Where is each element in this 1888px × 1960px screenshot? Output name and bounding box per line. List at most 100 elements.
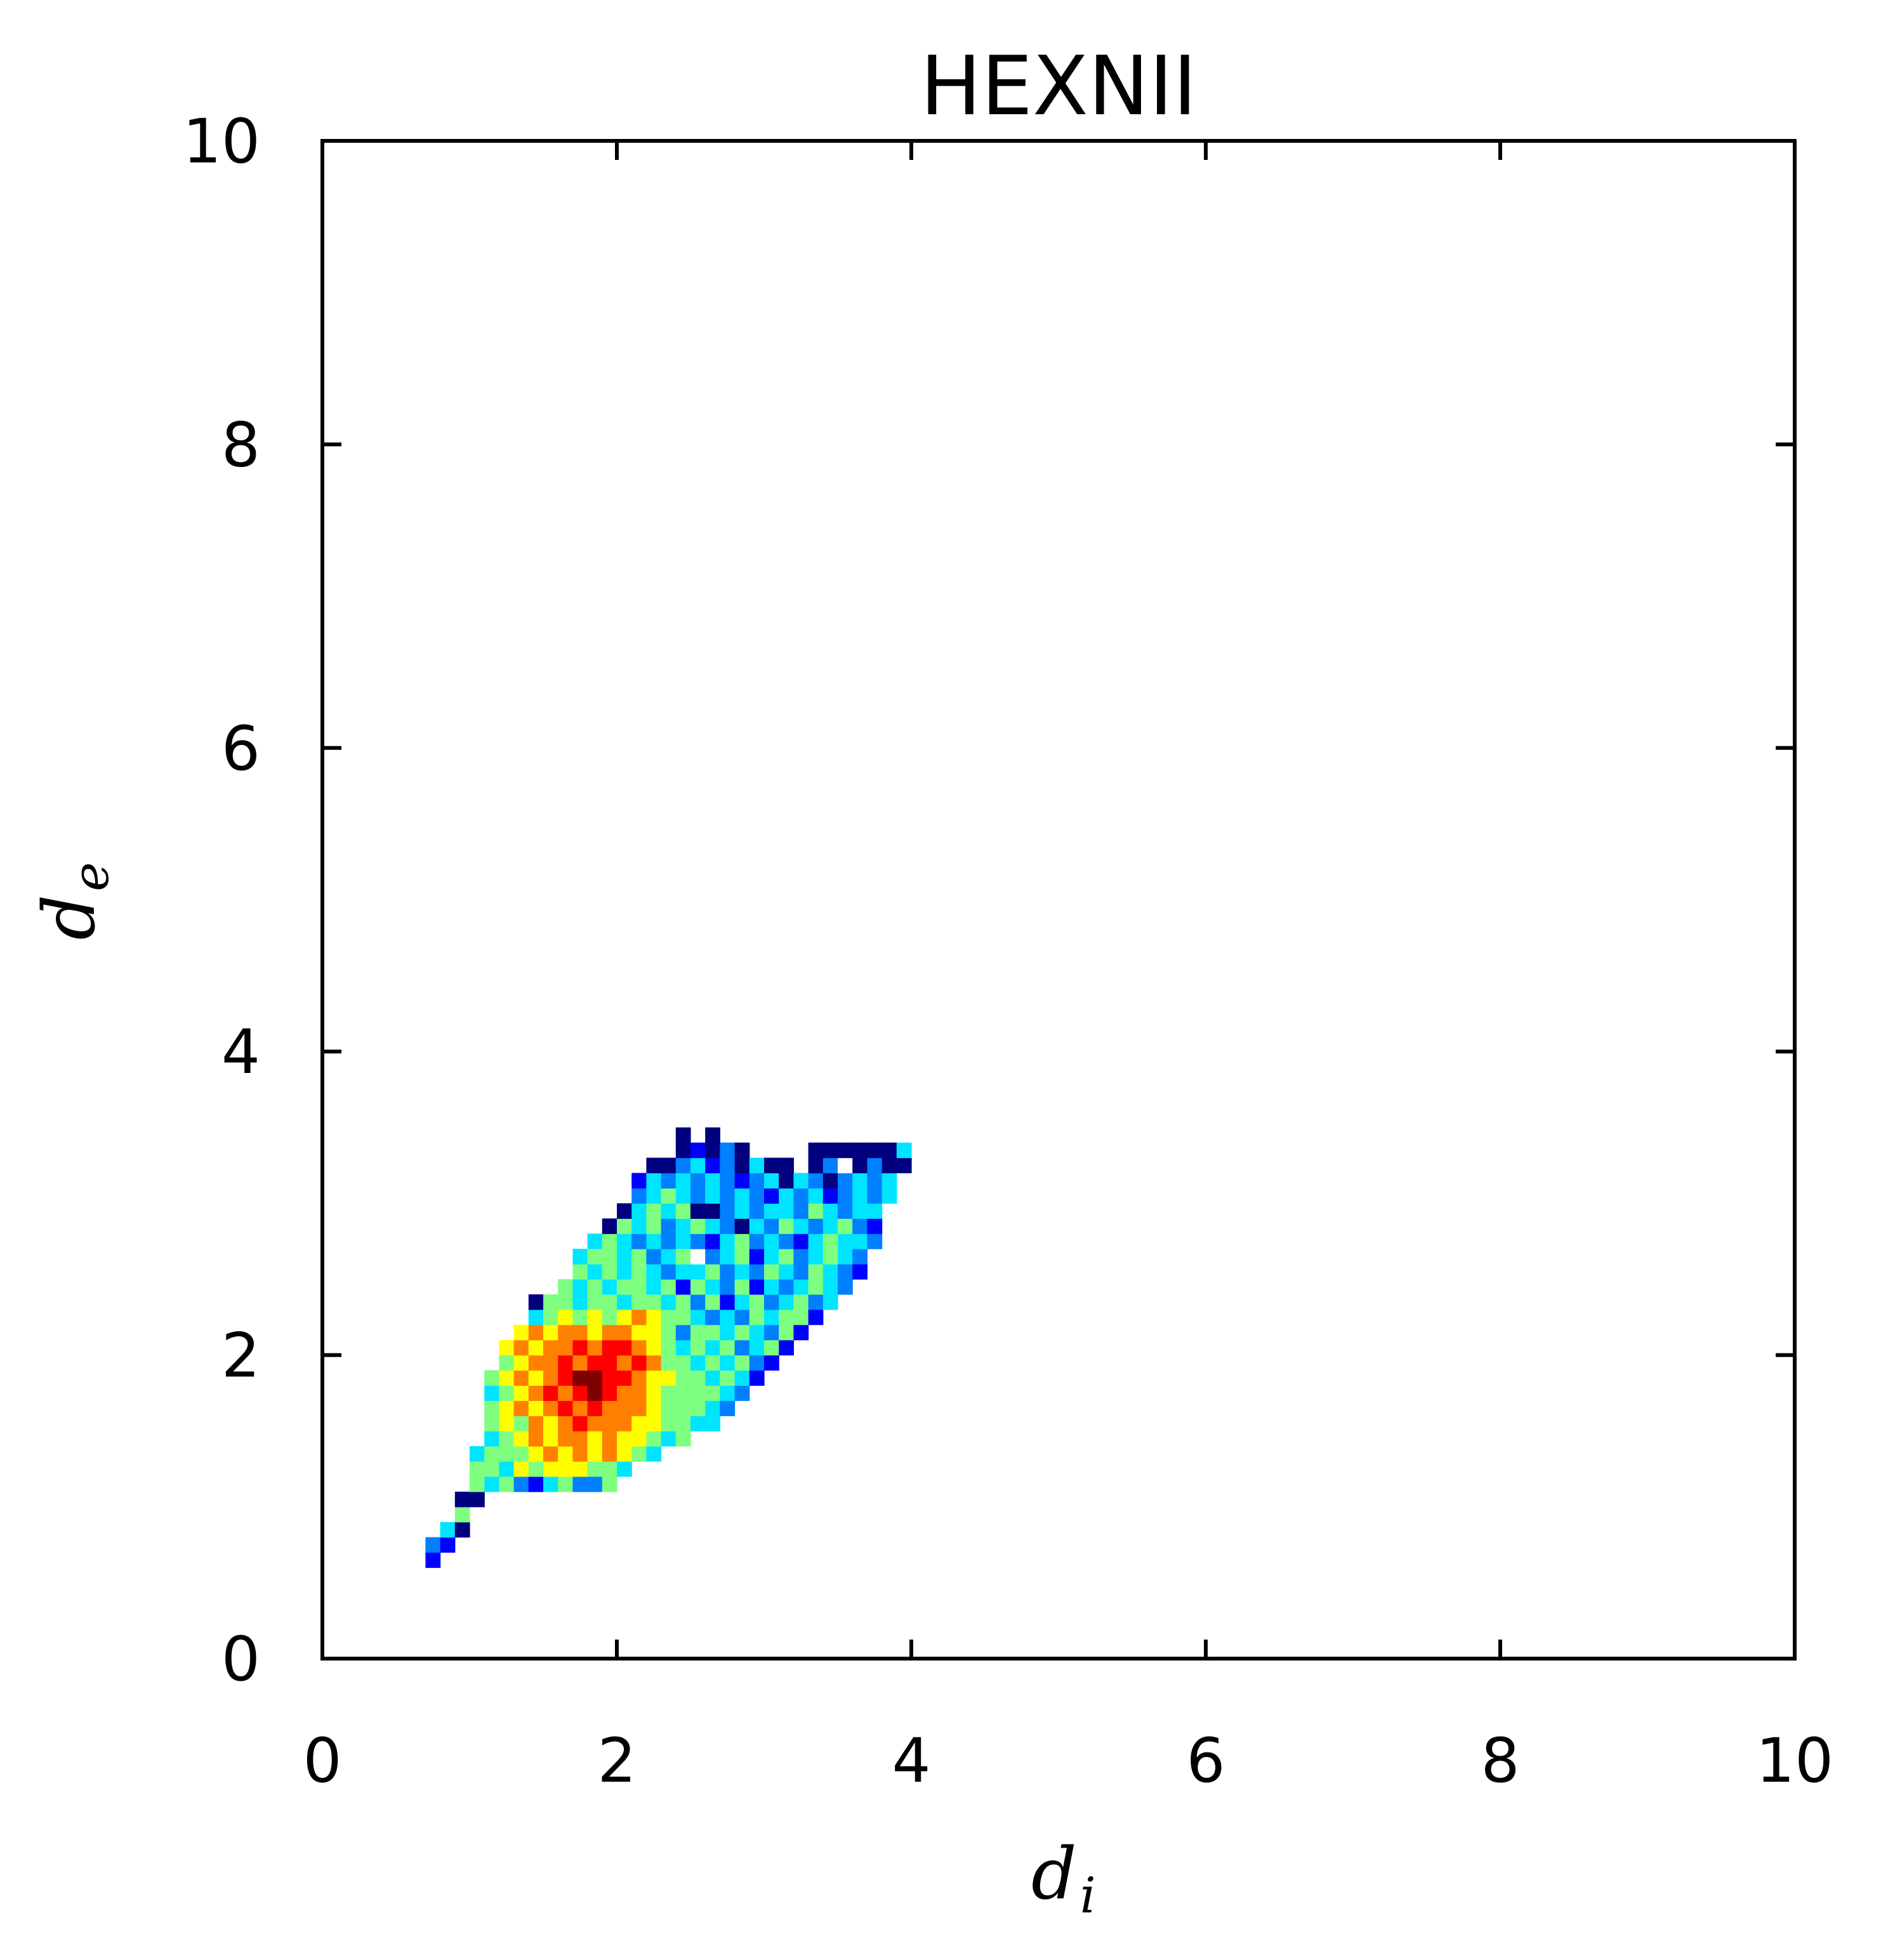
heatmap-bin (661, 1294, 677, 1310)
heatmap-bin (513, 1477, 529, 1492)
heatmap-bin (572, 1339, 588, 1356)
y-tick-label: 4 (221, 1016, 260, 1088)
heatmap-bin (572, 1264, 588, 1280)
heatmap-bin (484, 1400, 499, 1416)
heatmap-bin (734, 1249, 750, 1265)
heatmap-bin (587, 1400, 603, 1416)
heatmap-bin (602, 1324, 617, 1341)
heatmap-bin (602, 1294, 617, 1310)
heatmap-bin (779, 1188, 794, 1204)
heatmap-bin (690, 1294, 706, 1310)
heatmap-bin (528, 1446, 544, 1462)
heatmap-bin (705, 1127, 720, 1143)
heatmap-bin (720, 1249, 736, 1265)
heatmap-bin (661, 1400, 677, 1416)
heatmap-bin (543, 1431, 558, 1447)
heatmap-bin (808, 1233, 824, 1249)
heatmap-bin (690, 1188, 706, 1204)
heatmap-bin (646, 1431, 662, 1447)
heatmap-bin (602, 1264, 617, 1280)
heatmap-bin (543, 1294, 558, 1310)
x-tick-label: 0 (303, 1725, 341, 1796)
heatmap-bin (646, 1203, 662, 1219)
heatmap-bin (720, 1309, 736, 1325)
heatmap-bin (617, 1203, 632, 1219)
heatmap-bin (734, 1157, 750, 1174)
heatmap-bin (617, 1416, 632, 1431)
heatmap-bin (838, 1157, 853, 1174)
heatmap-bin (867, 1233, 883, 1249)
heatmap-bin (528, 1324, 544, 1341)
heatmap-bin (513, 1324, 529, 1341)
heatmap-bin (675, 1400, 691, 1416)
heatmap-bin (631, 1400, 647, 1416)
heatmap-bin (587, 1309, 603, 1325)
heatmap-bin (602, 1400, 617, 1416)
heatmap-bin (867, 1173, 883, 1189)
heatmap-bin (602, 1218, 617, 1234)
heatmap-bin (690, 1173, 706, 1189)
heatmap-bin (631, 1324, 647, 1341)
heatmap-bin (675, 1355, 691, 1371)
heatmap-bin (822, 1279, 838, 1295)
heatmap-bin (705, 1173, 720, 1189)
heatmap-bin (808, 1142, 824, 1159)
heatmap-bin (617, 1400, 632, 1416)
heatmap-bin (779, 1173, 794, 1189)
heatmap-bin (690, 1324, 706, 1341)
heatmap-bin (513, 1370, 529, 1386)
heatmap-bin (440, 1537, 456, 1553)
heatmap-bin (513, 1400, 529, 1416)
y-tick-label: 0 (221, 1624, 260, 1695)
heatmap-bin (646, 1157, 662, 1174)
heatmap-bin (602, 1385, 617, 1401)
heatmap-bin (720, 1294, 736, 1310)
heatmap-bin (587, 1461, 603, 1477)
heatmap-bin (734, 1324, 750, 1341)
heatmap-bin (852, 1233, 868, 1249)
heatmap-bin (705, 1279, 720, 1295)
heatmap-bin (631, 1218, 647, 1234)
heatmap-bin (513, 1461, 529, 1477)
heatmap-bin (675, 1309, 691, 1325)
heatmap-bin (822, 1173, 838, 1189)
heatmap-bin (572, 1461, 588, 1477)
heatmap-bin (764, 1294, 779, 1310)
heatmap-bin (749, 1339, 765, 1356)
heatmap-bin (793, 1309, 809, 1325)
heatmap-bin (838, 1173, 853, 1189)
heatmap-bin (808, 1294, 824, 1310)
heatmap-bin (793, 1203, 809, 1219)
heatmap-bin (528, 1416, 544, 1431)
heatmap-bin (572, 1324, 588, 1341)
heatmap-bin (617, 1249, 632, 1265)
heatmap-bin (646, 1218, 662, 1234)
heatmap-bin (631, 1188, 647, 1204)
heatmap-bin (631, 1249, 647, 1265)
heatmap-bin (572, 1370, 588, 1386)
heatmap-bin (881, 1157, 897, 1174)
axis-ticks (320, 139, 1797, 1661)
heatmap-bin (779, 1309, 794, 1325)
heatmap-bin (705, 1157, 720, 1174)
heatmap-bin (558, 1294, 573, 1310)
heatmap-bin (484, 1385, 499, 1401)
heatmap-bin (690, 1157, 706, 1174)
heatmap-bin (690, 1416, 706, 1431)
heatmap-bin (720, 1157, 736, 1174)
heatmap-bin (705, 1233, 720, 1249)
heatmap-bin (779, 1157, 794, 1174)
heatmap-bin (734, 1385, 750, 1401)
heatmap-bin (896, 1157, 912, 1174)
heatmap-bin (720, 1385, 736, 1401)
heatmap-bin (499, 1400, 515, 1416)
heatmap-bin (690, 1385, 706, 1401)
heatmap-bin (764, 1339, 779, 1356)
heatmap-bin (587, 1355, 603, 1371)
heatmap-bin (558, 1309, 573, 1325)
heatmap-bin (734, 1233, 750, 1249)
heatmap-bin (690, 1309, 706, 1325)
heatmap-bin (513, 1339, 529, 1356)
heatmap-bin (705, 1264, 720, 1280)
heatmap-bin (793, 1279, 809, 1295)
